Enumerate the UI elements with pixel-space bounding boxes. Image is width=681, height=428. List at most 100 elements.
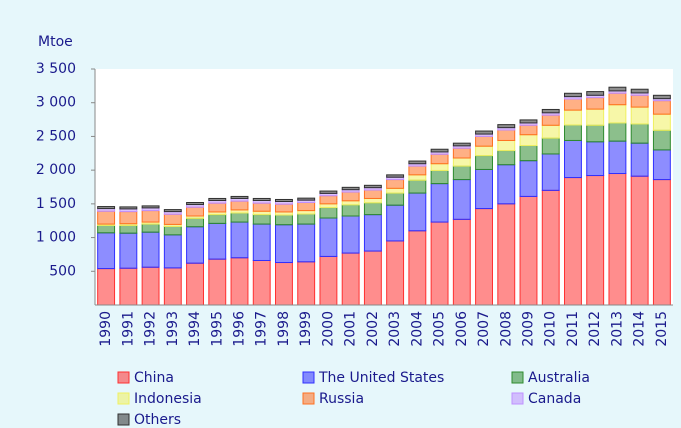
bar-segment	[119, 211, 138, 225]
bar-segment	[564, 98, 582, 111]
legend-swatch	[511, 371, 524, 384]
bar-segment	[186, 217, 204, 228]
x-tick-label: 2000	[320, 311, 336, 347]
bar-segment	[386, 174, 405, 178]
y-tick-label: 2 000	[36, 162, 76, 178]
bar-segment	[363, 202, 382, 216]
bar-segment	[252, 197, 271, 201]
x-tick-label: 1993	[165, 311, 181, 347]
y-tick-label: 1 500	[36, 196, 76, 212]
bar-segment	[341, 252, 360, 306]
bar-segment	[452, 218, 471, 306]
bar-segment	[497, 139, 516, 152]
bar-segment	[430, 163, 449, 171]
bar-segment	[163, 234, 182, 269]
bar-segment	[497, 150, 516, 166]
bar-segment	[452, 165, 471, 181]
bar-segment	[586, 141, 605, 177]
legend-label: Australia	[528, 370, 590, 386]
bar-segment	[275, 262, 293, 306]
bar-segment	[341, 200, 360, 206]
legend-swatch	[117, 371, 130, 384]
bar-segment	[475, 208, 493, 306]
bar-segment	[408, 160, 427, 165]
bar-segment	[141, 210, 160, 223]
x-tick-label: 2004	[409, 311, 425, 347]
bar-segment	[408, 174, 427, 181]
bar-segment	[386, 192, 405, 206]
bar-segment	[252, 223, 271, 261]
bar-segment	[297, 202, 316, 212]
bar-segment	[230, 221, 249, 259]
bar-segment	[252, 210, 271, 216]
bar-segment	[297, 261, 316, 306]
bar-segment	[652, 100, 671, 115]
bar-segment	[564, 124, 582, 141]
bar-segment	[275, 203, 293, 213]
bar-segment	[475, 168, 493, 210]
bar-segment	[519, 124, 538, 136]
bar-segment	[652, 94, 671, 100]
legend-label: China	[134, 370, 174, 386]
bar-segment	[541, 189, 560, 306]
bar-segment	[363, 189, 382, 199]
bar-segment	[297, 213, 316, 225]
y-tick-label: 3 000	[36, 95, 76, 111]
y-tick-label: 1 000	[36, 230, 76, 246]
bar-segment	[363, 250, 382, 306]
bar-segment	[452, 179, 471, 220]
x-tick-label: 2010	[543, 311, 559, 347]
bar-segment	[163, 213, 182, 225]
bar-segment	[97, 268, 116, 306]
bar-segment	[608, 122, 627, 142]
bar-segment	[430, 221, 449, 306]
bar-segment	[630, 123, 649, 144]
bar-segment	[97, 232, 116, 270]
bar-segment	[497, 124, 516, 129]
bar-segment	[408, 179, 427, 194]
x-tick-label: 2003	[387, 311, 403, 347]
x-tick-label: 2005	[432, 311, 448, 347]
bar-segment	[208, 214, 227, 224]
bar-segment	[430, 183, 449, 223]
y-axis-label: Mtoe	[38, 34, 73, 50]
bar-segment	[275, 214, 293, 226]
bar-segment	[386, 187, 405, 194]
legend-swatch	[117, 413, 130, 426]
bar-segment	[564, 139, 582, 179]
legend-swatch	[302, 371, 315, 384]
x-tick-label: 2002	[365, 311, 381, 347]
y-tick-label: 500	[49, 263, 76, 279]
bar-segment	[586, 91, 605, 96]
x-tick-label: 2013	[609, 311, 625, 347]
x-tick-label: 2001	[343, 311, 359, 347]
x-tick-label: 2008	[498, 311, 514, 347]
bar-segment	[363, 184, 382, 189]
bar-segment	[97, 206, 116, 210]
bar-segment	[141, 266, 160, 306]
bar-segment	[163, 225, 182, 236]
bar-segment	[430, 148, 449, 153]
bar-segment	[386, 204, 405, 242]
bar-segment	[519, 134, 538, 147]
legend-swatch	[302, 392, 315, 405]
bar-segment	[519, 145, 538, 162]
x-tick-label: 2012	[587, 311, 603, 347]
bar-segment	[586, 97, 605, 110]
bar-segment	[497, 129, 516, 141]
bar-segment	[186, 226, 204, 264]
bar-segment	[608, 173, 627, 306]
bar-segment	[408, 192, 427, 232]
bar-segment	[297, 210, 316, 215]
bar-segment	[541, 153, 560, 191]
bar-segment	[541, 137, 560, 155]
bar-segment	[475, 130, 493, 135]
x-tick-label: 2015	[654, 311, 670, 347]
bar-segment	[519, 160, 538, 197]
bar-segment	[608, 86, 627, 92]
bar-segment	[408, 230, 427, 306]
bar-segment	[652, 179, 671, 306]
x-tick-label: 1998	[276, 311, 292, 347]
bar-segment	[252, 214, 271, 225]
